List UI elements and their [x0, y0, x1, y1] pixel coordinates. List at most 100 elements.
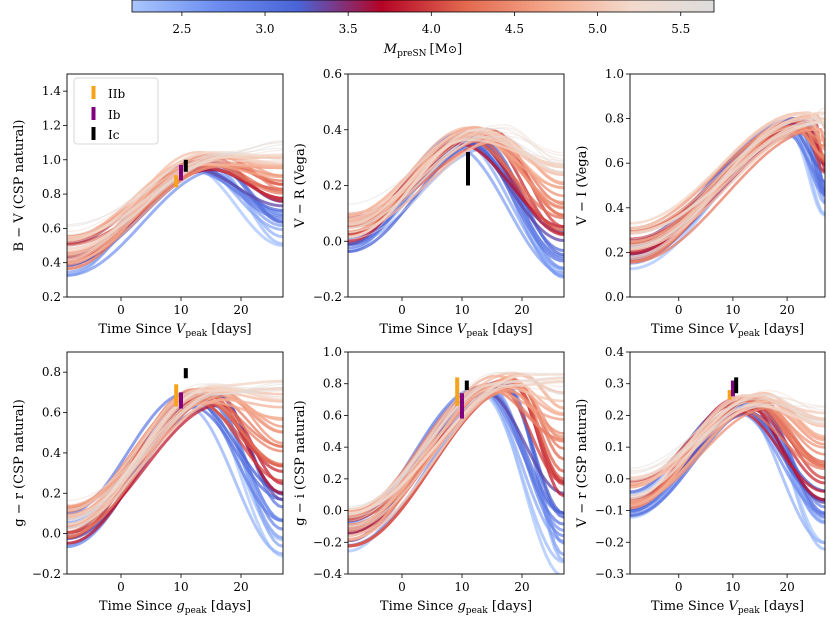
colorbar-label-unit: [M [430, 42, 448, 57]
x-tick-label: 20 [233, 580, 248, 594]
x-tick-label: 0 [398, 580, 406, 594]
model-curve [67, 390, 283, 521]
y-tick-label: 1.0 [605, 67, 624, 81]
model-curve [348, 382, 564, 516]
y-tick-label: 1.2 [42, 118, 61, 132]
axes-frame [66, 73, 284, 298]
y-tick-label: 0.0 [605, 290, 624, 304]
y-tick-label: −0.2 [313, 290, 342, 304]
legend-label-ib: Ib [108, 108, 121, 122]
model-curve [630, 398, 825, 469]
panel-v-minus-r: 0 10 20 −0.2 0.0 0.2 0.4 0.6 Time Since Vpeak [d… [293, 67, 565, 339]
colorbar-label-sub: preSN [397, 49, 427, 59]
x-axis-label: Time Since Vpeak [days] [98, 322, 251, 339]
y-tick-label: 0.4 [605, 201, 624, 215]
legend-label-iib: IIb [108, 87, 125, 101]
y-axis-label: V − R (Vega) [293, 143, 308, 229]
colorbar-tick-label: 2.5 [172, 22, 191, 36]
model-curve [348, 124, 564, 215]
x-tick-label: 10 [173, 580, 188, 594]
x-tick-label: 20 [779, 303, 794, 317]
observed-bar-iib [174, 384, 179, 407]
colorbar-ticks: 2.5 3.0 3.5 4.0 4.5 5.0 5.5 [172, 12, 690, 36]
model-curve [630, 120, 825, 251]
colorbar-label-main: M [383, 42, 398, 57]
observed-bar-ib [730, 380, 735, 397]
y-tick-label: 0.0 [323, 234, 342, 248]
model-curve [630, 393, 825, 475]
y-tick-label: 0.8 [42, 187, 61, 201]
y-tick-label: 0.6 [323, 67, 342, 81]
y-tick-label: 0.8 [605, 112, 624, 126]
legend-marker-ib [91, 107, 96, 120]
model-curve [348, 372, 564, 528]
y-tick-label: 0.8 [42, 365, 61, 379]
y-tick-label: 0.2 [605, 408, 624, 422]
y-tick-label: 0.6 [42, 406, 61, 420]
y-tick-label: 0.2 [323, 472, 342, 486]
y-tick-label: 1.0 [323, 345, 342, 359]
x-tick-label: 10 [173, 303, 188, 317]
y-axis-label: g − i (CSP natural) [293, 400, 308, 526]
colorbar: 2.5 3.0 3.5 4.0 4.5 5.0 5.5 MpreSN [M⊙] [131, 0, 715, 59]
model-curve [630, 122, 825, 247]
model-curve [348, 125, 564, 234]
model-curve [630, 111, 825, 225]
y-tick-label: 1.4 [42, 84, 61, 98]
y-axis-label: g − r (CSP natural) [12, 399, 27, 527]
model-curves [348, 124, 564, 279]
y-tick-label: 0.4 [323, 440, 342, 454]
x-axis-label: Time Since Vpeak [days] [651, 599, 804, 616]
y-tick-label: 0.6 [323, 408, 342, 422]
observed-bar-ib [460, 393, 464, 419]
legend-marker-ic [91, 127, 96, 140]
model-curve [348, 135, 564, 240]
y-tick-label: 0.0 [605, 472, 624, 486]
colorbar-tick-label: 5.5 [671, 22, 690, 36]
panel-v-minus-r-csp: 0 10 20 −0.3 −0.2 −0.1 0.0 0.1 0.2 0.3 0.4 Time Sin… [575, 345, 826, 616]
y-tick-label: 0.1 [605, 440, 624, 454]
x-tick-label: 0 [117, 303, 125, 317]
colorbar-label-unit-end: ] [457, 42, 462, 57]
observed-bar-ic [464, 380, 469, 391]
model-curve [630, 401, 825, 481]
y-tick-label: 0.2 [42, 486, 61, 500]
model-curves [630, 107, 825, 271]
x-tick-label: 10 [725, 580, 740, 594]
model-curve [348, 380, 564, 528]
colorbar-tick-label: 5.0 [588, 22, 607, 36]
y-tick-label: 0.0 [323, 504, 342, 518]
y-tick-label: 0.8 [323, 377, 342, 391]
y-tick-label: 0.4 [605, 345, 624, 359]
y-tick-label: 0.3 [605, 377, 624, 391]
model-curve [630, 117, 825, 240]
x-axis-label: Time Since Vpeak [days] [379, 322, 532, 339]
y-tick-label: −0.3 [595, 567, 624, 581]
model-curve [67, 162, 283, 266]
y-axis-label: B − V (CSP natural) [12, 120, 27, 252]
observed-bar-iib [727, 390, 732, 400]
x-tick-label: 20 [514, 580, 529, 594]
model-curve [630, 120, 825, 234]
model-curves [67, 140, 283, 277]
observed-bar-ic [183, 368, 188, 379]
legend: IIb Ib Ic [73, 77, 159, 145]
observed-bar-iib [455, 377, 460, 406]
y-tick-label: 0.2 [42, 290, 61, 304]
y-tick-label: −0.4 [313, 567, 343, 581]
model-curves [67, 379, 283, 558]
y-tick-label: 0.6 [605, 156, 624, 170]
y-tick-label: 0.4 [42, 256, 61, 270]
model-curve [348, 377, 564, 514]
panel-g-minus-i: 0 10 20 −0.4 −0.2 0.0 0.2 0.4 0.6 0.8 1.0 Time Sinc… [293, 345, 565, 616]
model-curve [630, 127, 825, 264]
x-tick-label: 10 [454, 580, 469, 594]
y-tick-label: −0.2 [32, 567, 61, 581]
model-curve [67, 141, 283, 243]
y-axis-label: V − I (Vega) [575, 146, 590, 227]
model-curve [67, 151, 283, 242]
x-tick-label: 20 [233, 303, 248, 317]
axes-frame [66, 351, 284, 575]
model-curve [630, 394, 825, 496]
